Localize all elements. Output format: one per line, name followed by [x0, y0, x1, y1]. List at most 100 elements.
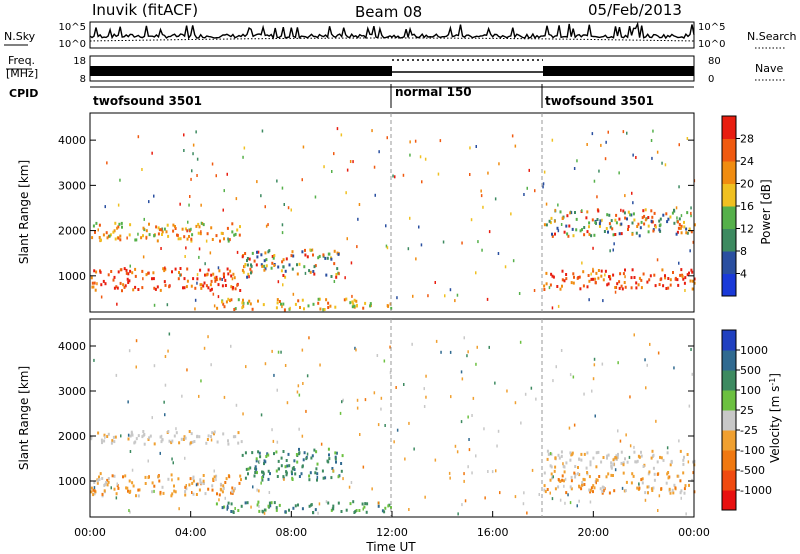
heatmap-cell [276, 298, 279, 302]
heatmap-scatter [520, 421, 522, 425]
colorbar-swatch [722, 410, 736, 431]
heatmap-cell [291, 478, 294, 481]
heatmap-scatter [97, 228, 99, 232]
heatmap-scatter [183, 133, 185, 137]
heatmap-scatter [207, 335, 209, 339]
heatmap-cell [93, 481, 96, 484]
heatmap-cell [257, 450, 260, 454]
heatmap-cell [211, 238, 214, 241]
heatmap-cell [159, 435, 162, 439]
heatmap-cell [644, 208, 647, 212]
heatmap-cell [246, 257, 249, 260]
heatmap-scatter [129, 264, 131, 268]
heatmap-cell [565, 224, 568, 228]
noise-left-label: N.Sky [4, 30, 36, 43]
heatmap-scatter [622, 130, 625, 134]
heatmap-cell [690, 230, 693, 234]
heatmap-scatter [581, 261, 583, 265]
heatmap-cell [661, 268, 664, 272]
heatmap-scatter [658, 494, 661, 498]
heatmap-scatter [564, 501, 566, 505]
heatmap-cell [222, 432, 225, 436]
heatmap-cell [638, 455, 641, 459]
heatmap-cell [619, 272, 622, 276]
nave-right-tick-bottom: 0 [708, 74, 714, 85]
cpid-panel: CPID twofsound 3501 normal 150 twofsound… [9, 84, 694, 108]
heatmap-scatter [359, 433, 361, 436]
heatmap-cell [610, 473, 613, 477]
heatmap-cell [145, 229, 148, 233]
heatmap-cell [282, 475, 285, 479]
heatmap-cell [105, 481, 108, 484]
heatmap-scatter [661, 161, 663, 165]
heatmap-cell [191, 481, 194, 485]
heatmap-cell [327, 501, 330, 505]
heatmap-cell [222, 273, 225, 277]
heatmap-scatter [226, 172, 228, 176]
heatmap-cell [606, 213, 609, 217]
heatmap-cell [230, 510, 233, 513]
heatmap-cell [285, 459, 288, 462]
heatmap-cell [351, 305, 354, 309]
heatmap-cell [299, 306, 301, 309]
heatmap-cell [227, 272, 230, 276]
heatmap-scatter [116, 482, 118, 486]
heatmap-scatter [96, 282, 98, 286]
heatmap-cell [314, 508, 317, 512]
heatmap-cell [624, 285, 627, 289]
heatmap-cell [295, 453, 298, 456]
heatmap-scatter [231, 277, 234, 281]
heatmap-cell [682, 458, 685, 462]
heatmap-cell [256, 250, 258, 254]
heatmap-scatter [318, 502, 321, 506]
heatmap-scatter [467, 350, 469, 354]
heatmap-scatter [302, 145, 305, 149]
heatmap-scatter [593, 363, 596, 367]
heatmap-cell [90, 486, 93, 490]
heatmap-cell [647, 472, 650, 476]
heatmap-cell [610, 461, 613, 465]
heatmap-cell [364, 301, 367, 305]
heatmap-cell [246, 259, 248, 262]
heatmap-cell [114, 435, 117, 439]
heatmap-cell [615, 456, 618, 460]
date-title: 05/Feb/2013 [588, 1, 682, 19]
heatmap-scatter [466, 354, 468, 358]
heatmap-scatter [601, 362, 604, 366]
heatmap-cell [147, 438, 150, 441]
heatmap-cell [664, 274, 666, 278]
beam-title: Beam 08 [355, 3, 422, 21]
heatmap-scatter [395, 386, 397, 389]
heatmap-scatter [421, 180, 423, 184]
heatmap-cell [659, 278, 662, 282]
heatmap-scatter [567, 493, 569, 497]
heatmap-scatter [346, 168, 349, 172]
heatmap-cell [227, 239, 230, 243]
heatmap-scatter [499, 491, 501, 495]
heatmap-cell [232, 286, 235, 289]
heatmap-cell [128, 479, 131, 483]
heatmap-cell [686, 453, 689, 456]
heatmap-cell [296, 272, 299, 276]
heatmap-cell [104, 282, 107, 286]
heatmap-cell [202, 479, 205, 483]
heatmap-cell [580, 458, 583, 462]
heatmap-cell [593, 233, 596, 237]
colorbar-swatch [722, 430, 736, 451]
heatmap-cell [90, 435, 93, 439]
heatmap-cell [114, 221, 117, 225]
heatmap-cell [586, 451, 589, 455]
heatmap-cell [113, 286, 116, 290]
heatmap-cell [612, 458, 615, 462]
heatmap-cell [119, 281, 122, 285]
heatmap-cell [377, 504, 380, 508]
heatmap-scatter [153, 303, 156, 307]
heatmap-cell [261, 470, 263, 474]
heatmap-cell [317, 301, 320, 305]
heatmap-scatter [171, 457, 173, 461]
heatmap-cell [231, 222, 234, 226]
heatmap-cell [103, 483, 106, 487]
heatmap-cell [226, 267, 229, 271]
colorbar-swatch [722, 370, 736, 391]
heatmap-cell [383, 510, 386, 514]
